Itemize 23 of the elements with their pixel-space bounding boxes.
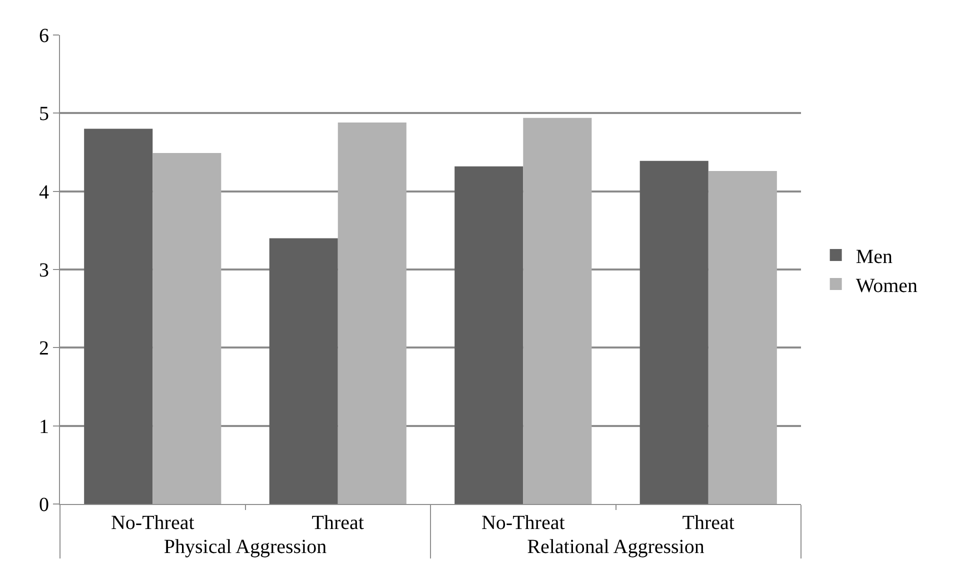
y-tick-label: 5 — [39, 103, 49, 126]
legend-label: Women — [856, 274, 918, 297]
x-tick-label: No-Threat — [110, 512, 195, 534]
y-tick-label: 4 — [39, 181, 49, 204]
bar — [523, 118, 592, 504]
bar — [708, 171, 777, 504]
y-tick-label: 3 — [39, 260, 49, 282]
x-tick-label: Threat — [682, 512, 735, 534]
y-tick-label: 2 — [39, 338, 49, 360]
y-tick-label: 0 — [39, 494, 49, 516]
bar — [338, 122, 406, 504]
x-tick-label: Threat — [312, 512, 364, 534]
bar — [269, 238, 338, 504]
text: Physical Aggression — [164, 536, 327, 558]
bar — [152, 153, 222, 504]
y-tick-label: 6 — [39, 25, 49, 47]
x-tick-label: No-Threat — [481, 512, 566, 534]
bar — [84, 128, 153, 504]
legend-label: Men — [856, 246, 892, 268]
bar — [454, 166, 524, 504]
y-tick-label: 1 — [39, 416, 49, 438]
bar — [640, 160, 708, 504]
text: Relational Aggression — [527, 536, 704, 558]
